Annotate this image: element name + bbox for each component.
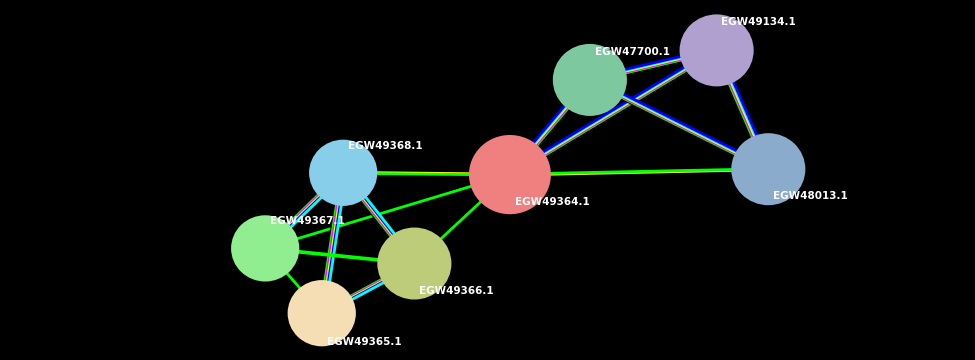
Ellipse shape <box>731 133 805 205</box>
Text: EGW49367.1: EGW49367.1 <box>270 216 345 226</box>
Text: EGW49365.1: EGW49365.1 <box>327 337 402 347</box>
Ellipse shape <box>309 140 377 206</box>
Ellipse shape <box>231 215 299 282</box>
Ellipse shape <box>680 14 754 86</box>
Ellipse shape <box>553 44 627 116</box>
Text: EGW49134.1: EGW49134.1 <box>722 17 797 27</box>
Text: EGW49368.1: EGW49368.1 <box>348 141 423 151</box>
Text: EGW49364.1: EGW49364.1 <box>515 197 590 207</box>
Text: EGW49366.1: EGW49366.1 <box>419 285 494 296</box>
Ellipse shape <box>377 228 451 300</box>
Ellipse shape <box>469 135 551 214</box>
Text: EGW48013.1: EGW48013.1 <box>773 191 848 201</box>
Text: EGW47700.1: EGW47700.1 <box>595 47 670 57</box>
Ellipse shape <box>288 280 356 346</box>
